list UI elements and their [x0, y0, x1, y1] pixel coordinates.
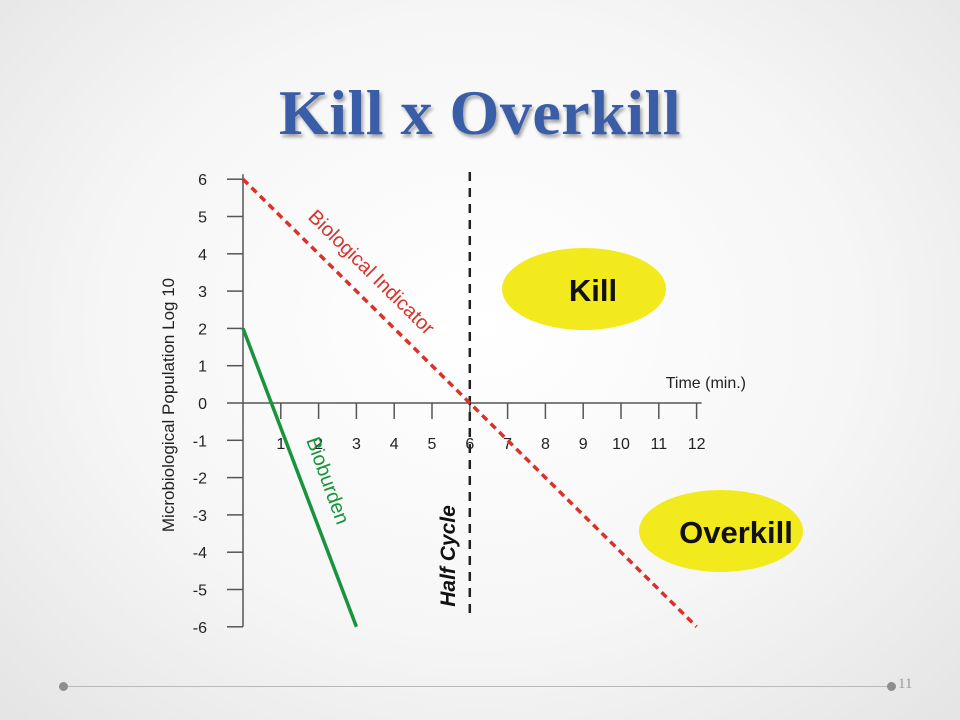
y-tick-label: 0: [198, 396, 207, 413]
kill-ellipse: [502, 248, 666, 330]
bioburden-label: Bioburden: [301, 434, 353, 527]
x-tick-label: 10: [612, 436, 630, 453]
x-tick-label: 4: [390, 436, 399, 453]
chart-series: [241, 172, 698, 629]
chart-annotations: Kill Overkill Half Cycle Biological Indicat…: [301, 206, 803, 607]
x-tick-label: 12: [688, 436, 706, 453]
y-tick-label: -6: [193, 620, 207, 637]
x-axis-label: Time (min.): [666, 375, 746, 392]
y-tick-label: 3: [198, 284, 207, 301]
biological-indicator-label: Biological Indicator: [303, 206, 438, 340]
y-tick-label: -4: [193, 545, 207, 562]
biological-indicator-line: [241, 177, 698, 629]
bioburden-line: [241, 327, 359, 628]
y-axis-label: Microbiological Population Log 10: [159, 278, 178, 532]
x-tick-label: 2: [314, 436, 323, 453]
overkill-ellipse: [639, 490, 803, 572]
x-tick-label: 1: [276, 436, 285, 453]
chart-axes: Time (min.) Microbiological Population Lo…: [159, 174, 746, 627]
y-tick-label: 5: [198, 210, 207, 227]
y-tick-label: -3: [193, 508, 207, 525]
x-tick-label: 8: [541, 436, 550, 453]
footer-dot-left: [59, 682, 68, 691]
y-tick-label: -5: [193, 583, 207, 600]
x-tick-label: 7: [503, 436, 512, 453]
y-tick-label: 4: [198, 247, 207, 264]
y-tick-label: -1: [193, 433, 207, 450]
x-tick-label: 3: [352, 436, 361, 453]
x-tick-label: 5: [428, 436, 437, 453]
kill-label: Kill: [569, 273, 617, 308]
footer-divider: [63, 686, 891, 687]
y-tick-label: 1: [198, 359, 207, 376]
y-tick-label: 2: [198, 321, 207, 338]
slide-title: Kill x Overkill: [278, 77, 682, 148]
footer-dot-right: [887, 682, 896, 691]
half-cycle-label: Half Cycle: [437, 505, 460, 607]
x-tick-label: 11: [650, 436, 667, 453]
y-tick-label: -2: [193, 471, 207, 488]
page-number: 11: [898, 676, 913, 692]
overkill-label: Overkill: [679, 515, 793, 550]
y-tick-label: 6: [198, 172, 207, 189]
x-tick-label: 9: [579, 436, 588, 453]
